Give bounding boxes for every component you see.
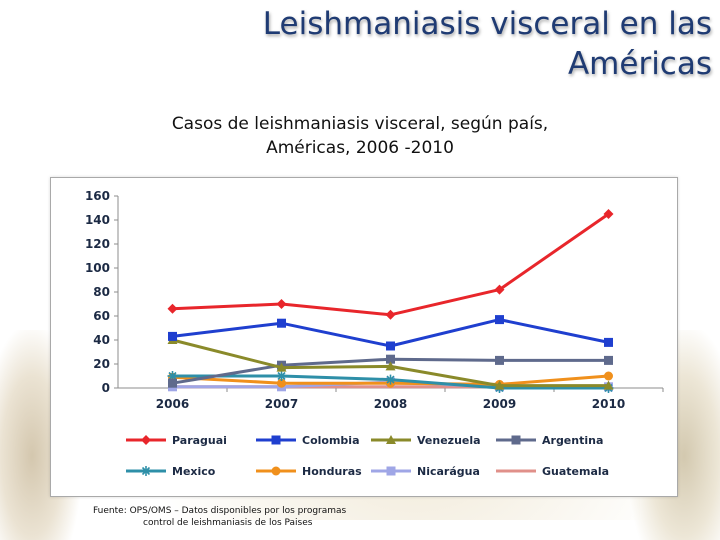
data-point-venezuela (494, 380, 505, 390)
source-line-1: Fuente: OPS/OMS – Datos disponibles por … (93, 506, 347, 516)
legend-marker-colombia (271, 435, 281, 445)
series-line-paraguai (172, 212, 610, 317)
page-title: Leishmaniasis visceral en las Américas (152, 4, 712, 84)
data-point-argentina (168, 378, 177, 388)
data-point-mexico (276, 371, 287, 381)
legend-item-venezuela: Venezuela (371, 434, 481, 447)
data-point-paraguai (494, 284, 505, 295)
legend-marker-mexico-stroke (141, 466, 151, 476)
data-point-paraguai (276, 299, 287, 309)
y-tick-label: 0 (102, 381, 110, 395)
data-point-paraguai (603, 209, 614, 219)
data-point-paraguai (167, 303, 178, 314)
source-line-2: control de leishmaniasis de los Paises (143, 518, 313, 528)
page-title-line-1: Leishmaniasis visceral en las (262, 6, 712, 42)
legend-marker-nicaragua (386, 466, 396, 476)
chart-series (167, 209, 614, 393)
line-chart: 0 20 40 60 80 100 120 140 160 2006 2007 2008 2009 201… (85, 189, 664, 478)
y-tick-label: 40 (93, 333, 110, 347)
y-tick-label: 140 (85, 213, 110, 227)
chart-subtitle-line-1: Casos de leishmaniasis visceral, según p… (171, 114, 549, 134)
data-point-colombia (277, 318, 286, 328)
x-tick-label: 2009 (483, 397, 516, 411)
legend-item-guatemala: Guatemala (496, 465, 609, 478)
data-point-venezuela (276, 362, 287, 372)
x-tick-label: 2010 (592, 397, 625, 411)
x-tick-label: 2007 (265, 397, 298, 411)
legend-item-mexico: Mexico (126, 465, 216, 478)
data-point-argentina (495, 355, 504, 365)
chart-subtitle-line-2: Américas, 2006 -2010 (266, 138, 454, 158)
legend-marker-argentina (511, 435, 521, 445)
data-point-argentina (604, 355, 613, 365)
data-point-colombia (495, 315, 504, 325)
legend-label-honduras: Honduras (302, 465, 362, 478)
chart-panel: 0 20 40 60 80 100 120 140 160 2006 2007 2008 2009 201… (50, 177, 678, 497)
data-point-colombia (386, 341, 395, 351)
data-point-mexico (385, 374, 396, 385)
y-tick-label: 80 (93, 285, 110, 299)
legend-marker-paraguai (141, 435, 151, 445)
legend-item-nicaragua: Nicarágua (371, 465, 480, 478)
data-point-mexico-stroke (277, 371, 286, 381)
y-tick-label: 160 (85, 189, 110, 203)
series-colombia (168, 315, 613, 351)
legend-marker-venezuela (386, 435, 396, 444)
page-title-line-2: Américas (567, 46, 712, 82)
data-point-mexico-stroke (168, 371, 177, 381)
y-tick-label: 60 (93, 309, 110, 323)
legend-item-colombia: Colombia (256, 434, 360, 447)
source-note: Fuente: OPS/OMS – Datos disponibles por … (93, 505, 413, 529)
data-point-venezuela (603, 380, 614, 390)
legend-label-guatemala: Guatemala (542, 465, 609, 478)
x-tick-label: 2006 (156, 397, 189, 411)
legend-label-colombia: Colombia (302, 434, 360, 447)
chart-legend: Paraguai Colombia Venezuela Argentina Mexico… (126, 434, 609, 478)
legend-marker-mexico (141, 466, 151, 476)
data-point-mexico-stroke (386, 375, 395, 384)
y-tick-label: 100 (85, 261, 110, 275)
legend-label-mexico: Mexico (172, 465, 216, 478)
legend-item-argentina: Argentina (496, 434, 603, 447)
legend-label-venezuela: Venezuela (417, 434, 481, 447)
data-point-venezuela (385, 361, 396, 371)
series-paraguai (167, 209, 614, 320)
legend-label-nicaragua: Nicarágua (417, 465, 480, 478)
data-point-honduras (277, 378, 286, 388)
legend-label-argentina: Argentina (542, 434, 603, 447)
data-point-honduras (604, 371, 613, 381)
x-tick-label: 2008 (374, 397, 407, 411)
data-point-paraguai (385, 309, 396, 320)
legend-item-paraguai: Paraguai (126, 434, 227, 447)
data-point-colombia (168, 331, 177, 341)
legend-item-honduras: Honduras (256, 465, 362, 478)
data-point-argentina (386, 354, 395, 364)
y-tick-label: 120 (85, 237, 110, 251)
legend-marker-honduras (271, 466, 281, 476)
chart-subtitle: Casos de leishmaniasis visceral, según p… (120, 112, 600, 160)
y-tick-label: 20 (93, 357, 110, 371)
legend-label-paraguai: Paraguai (172, 434, 227, 447)
data-point-colombia (604, 337, 613, 347)
